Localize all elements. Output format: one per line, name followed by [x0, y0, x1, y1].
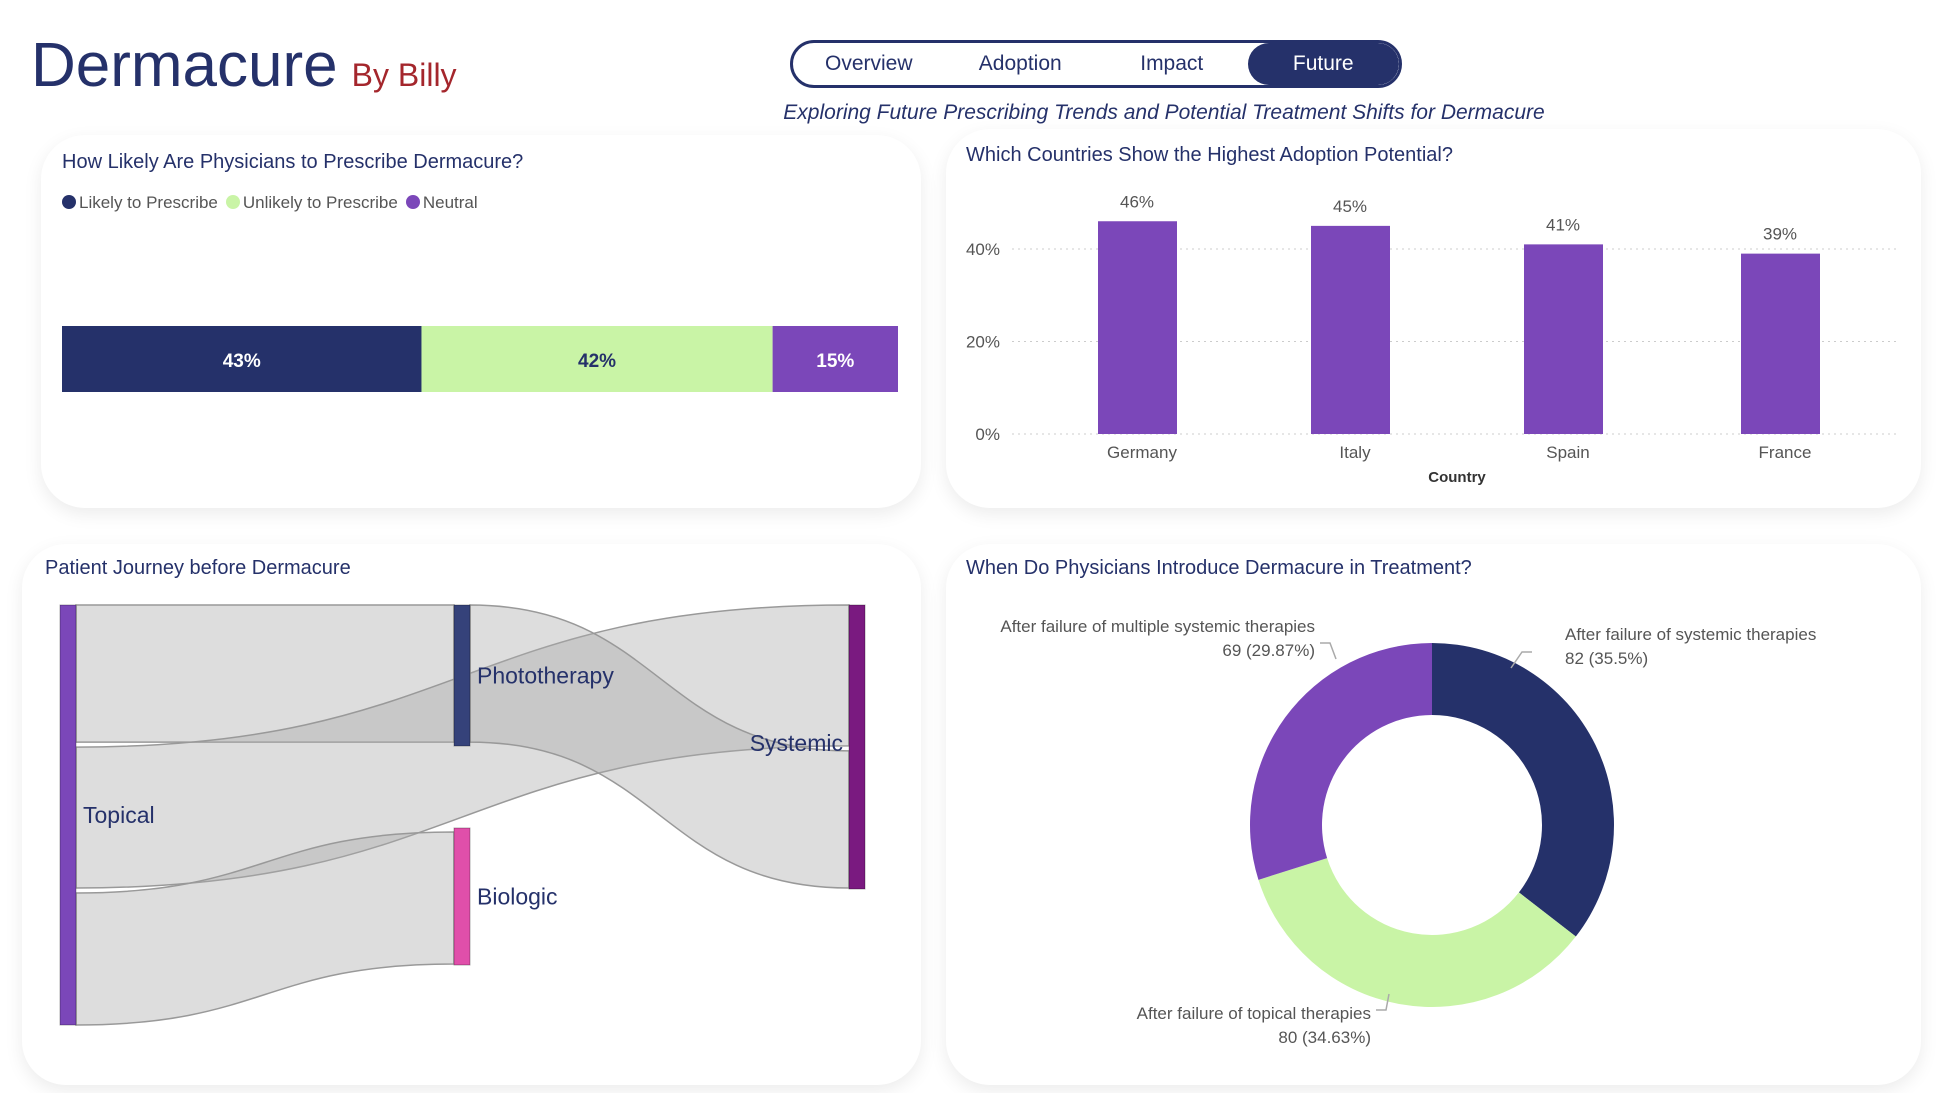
donut-slice[interactable] — [1250, 643, 1432, 880]
slice-value: 69 (29.87%) — [1222, 641, 1315, 660]
segment-label: 42% — [578, 351, 616, 372]
stack-segment[interactable] — [421, 326, 773, 392]
data-label: 45% — [1333, 197, 1367, 216]
sankey-node-label: Topical — [83, 802, 155, 828]
introduction-title: When Do Physicians Introduce Dermacure i… — [966, 557, 1472, 579]
stack-segment[interactable] — [62, 326, 422, 392]
journey-sankey: Topical Phototherapy Biologic Systemic — [59, 604, 866, 1026]
likelihood-legend: Likely to Prescribe Unlikely to Prescrib… — [62, 193, 478, 213]
sankey-node-label: Biologic — [477, 884, 558, 910]
legend-item-neutral[interactable]: Neutral — [405, 193, 478, 213]
legend-label: Unlikely to Prescribe — [242, 193, 398, 212]
tab-impact[interactable]: Impact — [1140, 52, 1204, 75]
slice-value: 82 (35.5%) — [1565, 649, 1648, 668]
leader-line — [1376, 993, 1390, 1011]
legend-label: Neutral — [422, 193, 478, 212]
countries-bar-chart: 0% 20% 40% 46% Germany 45% Italy 41% Spain 39% Fra… — [966, 192, 1900, 486]
tab-adoption[interactable]: Adoption — [978, 52, 1062, 75]
x-tick-label: Spain — [1546, 443, 1589, 462]
tab-overview[interactable]: Overview — [824, 52, 913, 75]
page-nav: Overview Adoption Impact Future — [790, 40, 1402, 88]
stack-segment[interactable] — [772, 326, 898, 392]
journey-title: Patient Journey before Dermacure — [45, 557, 351, 579]
sankey-node-topical[interactable] — [59, 604, 77, 1026]
y-tick-label: 0% — [975, 425, 1000, 444]
sankey-node-label: Systemic — [750, 730, 843, 756]
x-tick-label: Germany — [1107, 443, 1177, 462]
x-tick-label: Italy — [1339, 443, 1371, 462]
bar-germany[interactable] — [1098, 221, 1177, 434]
slice-label: After failure of systemic therapies — [1565, 625, 1816, 644]
bar-spain[interactable] — [1524, 244, 1603, 434]
introduction-donut: After failure of systemic therapies 82 (3… — [1000, 617, 1816, 1047]
bar-italy[interactable] — [1311, 225, 1390, 434]
tab-future[interactable]: Future — [1247, 43, 1399, 85]
legend-item-unlikely[interactable]: Unlikely to Prescribe — [225, 193, 398, 213]
journey-card — [22, 544, 921, 1085]
slice-label: After failure of multiple systemic thera… — [1000, 617, 1315, 636]
segment-label: 15% — [816, 351, 854, 372]
segment-label: 43% — [223, 351, 261, 372]
likelihood-title: How Likely Are Physicians to Prescribe D… — [62, 151, 524, 173]
x-axis-title: Country — [1428, 469, 1486, 486]
y-tick-label: 20% — [966, 333, 1000, 352]
data-label: 39% — [1763, 225, 1797, 244]
sankey-node-biologic[interactable] — [453, 827, 471, 966]
dashboard-title: Dermacure By Billy — [31, 30, 457, 101]
legend-dot-icon — [225, 195, 240, 209]
slice-label: After failure of topical therapies — [1137, 1004, 1371, 1023]
data-label: 41% — [1546, 215, 1580, 234]
y-tick-label: 40% — [966, 240, 1000, 259]
legend-dot-icon — [405, 195, 420, 209]
data-label: 46% — [1120, 192, 1154, 211]
app-title: Dermacure — [31, 31, 338, 100]
leader-line — [1510, 651, 1532, 669]
sankey-node-phototherapy[interactable] — [453, 604, 471, 747]
legend-dot-icon — [62, 195, 76, 209]
byline: By Billy — [351, 57, 457, 93]
leader-line — [1320, 642, 1337, 660]
bar-france[interactable] — [1741, 253, 1820, 434]
countries-title: Which Countries Show the Highest Adoptio… — [966, 144, 1453, 166]
legend-label: Likely to Prescribe — [79, 193, 218, 212]
sankey-node-systemic[interactable] — [848, 604, 866, 890]
page-subtitle: Exploring Future Prescribing Trends and … — [783, 101, 1545, 124]
sankey-node-label: Phototherapy — [477, 663, 614, 689]
likelihood-stacked-bar: 43% 42% 15% — [62, 326, 898, 392]
x-tick-label: France — [1759, 443, 1812, 462]
donut-slice[interactable] — [1258, 858, 1576, 1007]
donut-slice[interactable] — [1432, 643, 1614, 937]
slice-value: 80 (34.63%) — [1278, 1028, 1371, 1047]
legend-item-likely[interactable]: Likely to Prescribe — [62, 193, 218, 213]
likelihood-card — [41, 135, 921, 508]
